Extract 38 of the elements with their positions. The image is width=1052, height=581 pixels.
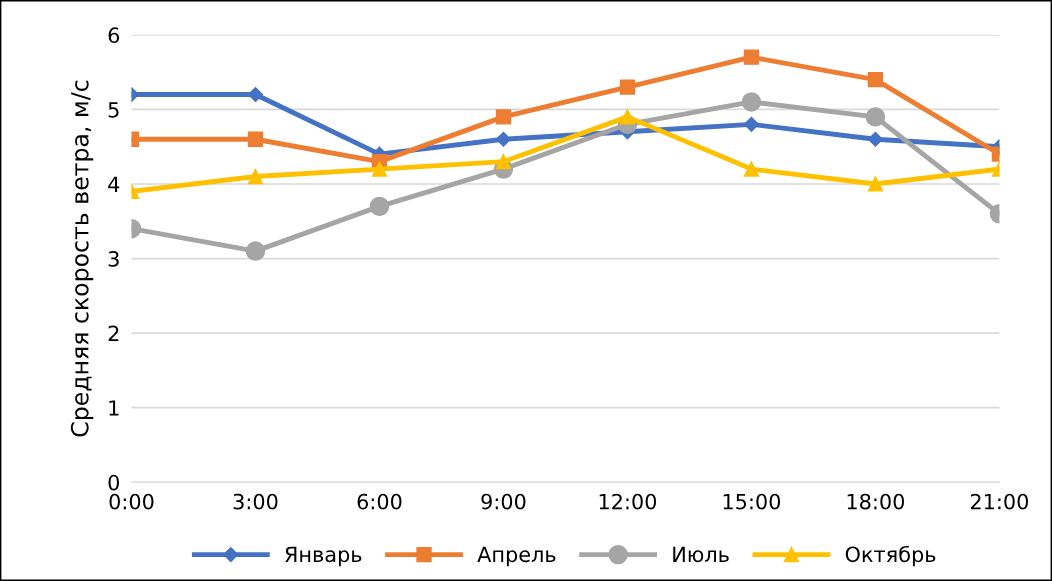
point <box>371 161 388 177</box>
point <box>867 131 883 147</box>
x-tick-label: 15:00 <box>723 493 781 510</box>
x-tick-label: 6:00 <box>357 493 402 510</box>
point <box>867 176 884 192</box>
y-tick-label: 1 <box>109 400 119 416</box>
point <box>867 71 884 88</box>
y-tick-label: 2 <box>108 325 119 342</box>
x-tick-label: 9:00 <box>481 493 526 510</box>
y-tick-label: 3 <box>108 251 119 267</box>
x-tick-label: 12:00 <box>599 493 657 510</box>
point <box>247 131 264 147</box>
point <box>495 109 512 125</box>
y-tick-label: 5 <box>108 102 119 118</box>
y-tick-label: 0 <box>108 474 120 491</box>
x-tick-label: 3:00 <box>233 493 278 510</box>
x-tick-label: 18:00 <box>847 493 905 510</box>
legend-label: Октябрь <box>845 545 936 567</box>
point <box>369 196 390 217</box>
y-tick-label: 6 <box>108 27 120 44</box>
point <box>741 92 762 112</box>
y-tick-label: 4 <box>108 176 120 192</box>
point <box>743 49 760 65</box>
legend-label: Апрель <box>477 546 556 567</box>
point <box>247 168 264 185</box>
point <box>495 131 512 147</box>
x-tick-label: 21:00 <box>970 493 1029 510</box>
point <box>245 241 266 261</box>
point <box>619 109 636 125</box>
point <box>743 161 760 177</box>
point <box>495 153 512 170</box>
point <box>865 107 886 127</box>
legend-label: Январь <box>285 546 362 567</box>
point <box>619 79 636 95</box>
legend-label: Июль <box>673 546 729 563</box>
y-axis-title: Средняя скорость ветра, м/с <box>70 80 94 437</box>
x-tick-label: 0:00 <box>109 493 154 510</box>
point <box>743 116 759 132</box>
